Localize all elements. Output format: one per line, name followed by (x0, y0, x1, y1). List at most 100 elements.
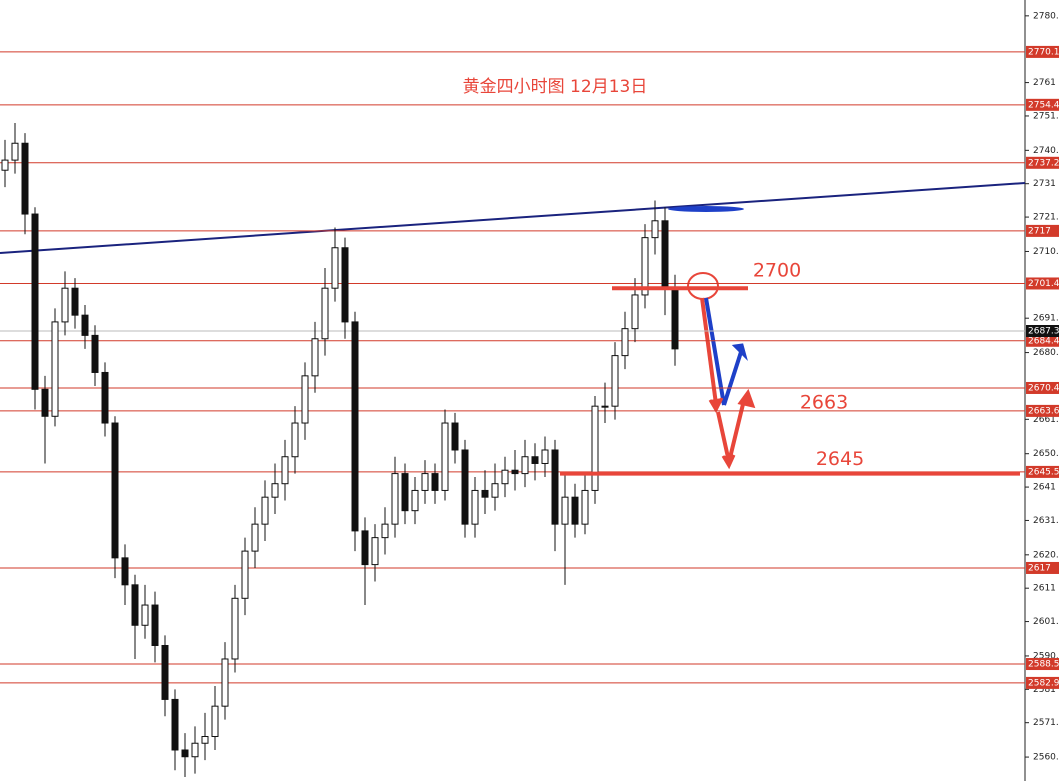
candle-body (381, 523, 389, 539)
candle-body (271, 483, 279, 498)
candle-body (221, 658, 229, 707)
candle-body (591, 405, 599, 491)
arrow-head (708, 397, 724, 414)
current-price-label: 2687.3 (1028, 327, 1059, 337)
candle-body (561, 496, 569, 525)
candle-body (461, 449, 469, 525)
arrow-head (731, 343, 748, 362)
level-label: 2645.5 (1028, 467, 1059, 477)
level-label-box (1026, 561, 1059, 574)
trend-mark (668, 206, 744, 212)
candle-body (521, 456, 529, 475)
level-label-box (1026, 381, 1059, 394)
marked-level-label: 2663 (800, 391, 848, 413)
level-label-box (1026, 45, 1059, 58)
candle-body (641, 237, 649, 296)
marked-level-label: 2700 (753, 260, 801, 282)
level-label-box (1026, 277, 1059, 290)
level-label: 2770.1 (1028, 47, 1059, 57)
candle-body (21, 142, 29, 215)
candle-body (331, 247, 339, 289)
candle-body (281, 456, 289, 485)
candle-body (31, 213, 39, 390)
candle-body (511, 469, 519, 475)
y-tick-label: 2560.9 (1033, 753, 1059, 763)
candle-body (81, 314, 89, 336)
level-label: 2670.4 (1028, 383, 1059, 393)
level-label: 2684.4 (1028, 336, 1059, 346)
candle-body (181, 749, 189, 758)
candle-body (531, 456, 539, 464)
candle-body (631, 294, 639, 330)
level-label: 2617 (1028, 563, 1051, 573)
y-tick-label: 2631.1 (1033, 516, 1059, 526)
candle-body (601, 405, 609, 408)
candle-body (251, 523, 259, 552)
level-label: 2737.2 (1028, 158, 1059, 168)
y-tick-label: 2680.9 (1033, 348, 1059, 358)
candle-body (541, 449, 549, 464)
candle-body (341, 247, 349, 323)
candle-body (291, 422, 299, 458)
level-label: 2754.4 (1028, 100, 1059, 110)
candle-body (391, 473, 399, 525)
level-label-box (1026, 404, 1059, 417)
level-label-box (1026, 156, 1059, 169)
y-tick-label: 2571.1 (1033, 718, 1059, 728)
y-tick-label: 2620.9 (1033, 550, 1059, 560)
candle-body (201, 736, 209, 744)
y-tick-label: 2751.1 (1033, 111, 1059, 121)
candle-body (311, 338, 319, 377)
candle-body (651, 220, 659, 239)
y-tick-label: 2691.1 (1033, 314, 1059, 324)
candle-body (151, 604, 159, 646)
level-label: 2663.6 (1028, 406, 1059, 416)
candle-body (571, 496, 579, 525)
candle-body (121, 557, 129, 586)
candle-body (261, 496, 269, 525)
trend-line (0, 182, 1026, 254)
candle-body (441, 422, 449, 491)
candle-body (471, 489, 479, 525)
y-tick-label: 2581 (1033, 685, 1056, 695)
candle-body (211, 705, 219, 738)
candle-body (661, 220, 669, 289)
candle-body (171, 698, 179, 751)
candle-body (191, 742, 199, 758)
candle-body (141, 604, 149, 626)
candle-body (131, 584, 139, 626)
level-label: 2717 (1028, 226, 1051, 236)
candle-body (671, 287, 679, 350)
arrow-head (721, 454, 736, 470)
candle-body (41, 388, 49, 417)
candle-body (71, 287, 79, 316)
candle-body (321, 287, 329, 340)
candle-body (421, 473, 429, 491)
y-tick-label: 2721.1 (1033, 213, 1059, 223)
y-tick-label: 2650.9 (1033, 449, 1059, 459)
candle-body (551, 449, 559, 525)
level-label-box (1026, 98, 1059, 111)
y-tick-label: 2590.9 (1033, 651, 1059, 661)
red-arrow (700, 297, 718, 405)
candle-body (361, 530, 369, 566)
y-tick-label: 2710.9 (1033, 247, 1059, 257)
level-label-box (1026, 224, 1059, 237)
y-tick-label: 2761 (1033, 78, 1056, 88)
candle-body (431, 473, 439, 491)
arrow-head (737, 388, 756, 409)
level-label-box (1026, 658, 1059, 671)
y-tick-label: 2611 (1033, 584, 1056, 594)
candle-body (1, 159, 9, 171)
candle-body (501, 469, 509, 485)
y-tick-label: 2641 (1033, 483, 1056, 493)
candle-body (241, 550, 249, 599)
candle-body (401, 473, 409, 512)
candle-body (111, 422, 119, 559)
y-tick-label: 2601.1 (1033, 617, 1059, 627)
candle-body (11, 142, 19, 161)
level-label: 2582.9 (1028, 678, 1059, 688)
level-label-box (1026, 334, 1059, 347)
